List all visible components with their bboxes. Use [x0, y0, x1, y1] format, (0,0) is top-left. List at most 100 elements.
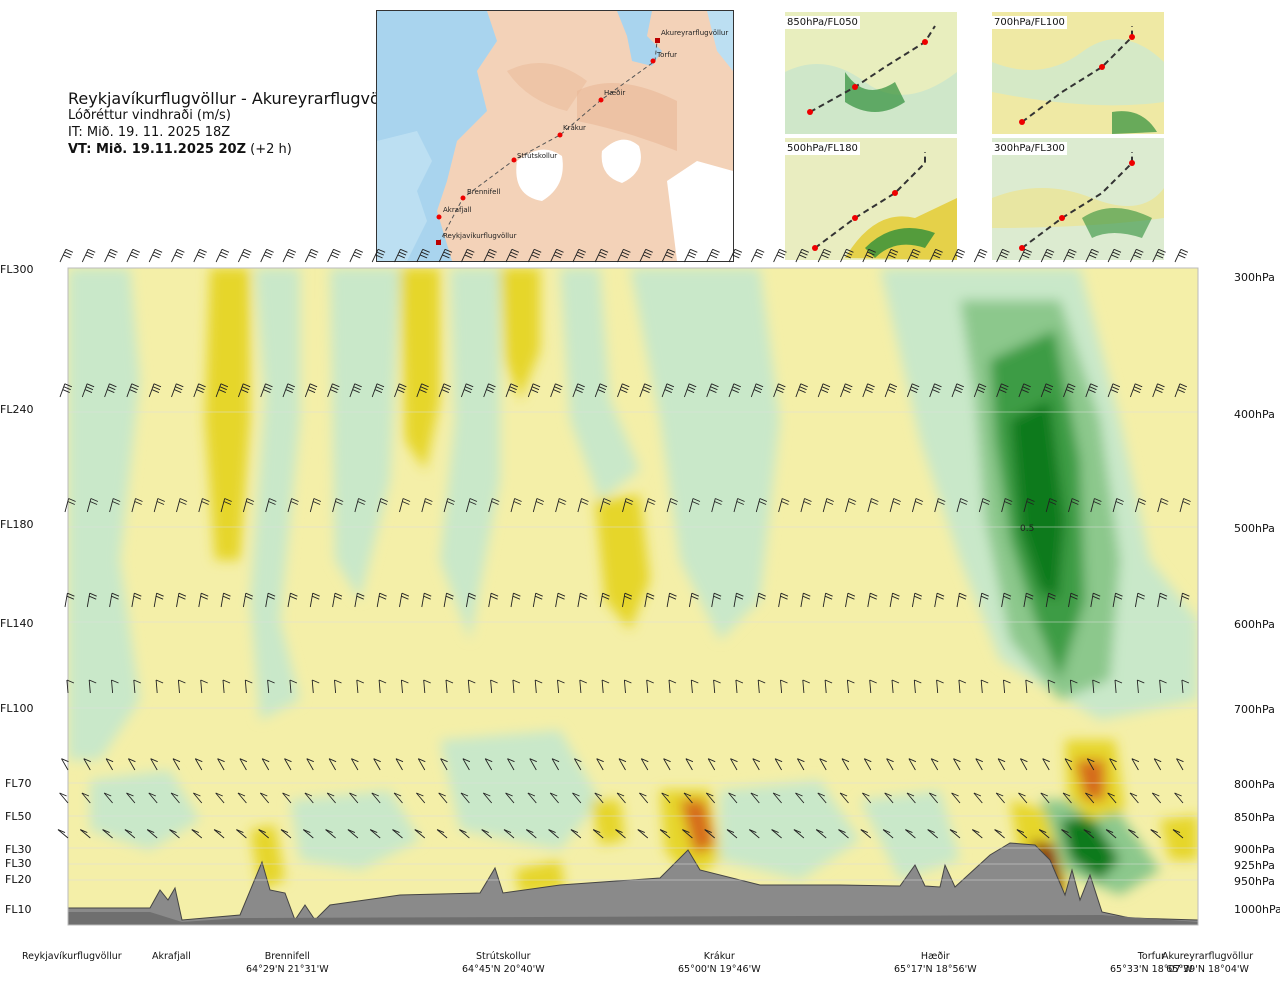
wind-barb	[973, 248, 988, 263]
wind-barb	[1129, 792, 1139, 804]
wind-barb	[356, 679, 364, 694]
wind-barb	[867, 498, 879, 513]
wind-barb	[105, 758, 114, 771]
map-label-reykjavik: Reykjavíkurflugvöllur	[443, 232, 517, 240]
thumbnail-300hpa[interactable]: 300hPa/FL300	[992, 138, 1164, 260]
wind-barb	[282, 383, 295, 398]
valid-time: VT: Mið. 19.11.2025 20Z (+2 h)	[68, 142, 292, 157]
wind-barb	[688, 498, 701, 513]
pressure-level-lines	[68, 411, 1198, 881]
wind-barb	[661, 248, 676, 263]
wind-barb	[304, 792, 314, 804]
wind-barb	[220, 592, 231, 608]
wind-barb	[373, 758, 381, 771]
wind-barb	[1152, 383, 1165, 398]
thumbnail-850hpa[interactable]: 850hPa/FL050	[785, 12, 957, 134]
wind-barb	[131, 498, 143, 513]
wind-barb	[778, 592, 789, 608]
wind-barb	[934, 498, 946, 513]
wind-barb	[817, 792, 827, 804]
wind-barb	[882, 829, 894, 839]
wind-barb	[287, 498, 299, 513]
wind-barb	[1129, 248, 1144, 263]
wind-barb	[1001, 498, 1013, 513]
wind-barb	[81, 383, 95, 398]
chart-header: Reykjavíkurflugvöllur - Akureyrarflugvöl…	[68, 90, 405, 158]
map-marker-strutskollur	[511, 157, 517, 163]
pressure-label: 850hPa	[1234, 811, 1275, 824]
wind-barb	[306, 758, 314, 771]
wind-barb	[349, 792, 359, 804]
wind-barb	[594, 248, 609, 263]
wind-barb	[421, 592, 432, 608]
wind-barb	[220, 498, 232, 513]
wind-barb	[490, 679, 498, 694]
wind-barb	[440, 758, 448, 771]
wind-barb	[884, 383, 898, 398]
wind-barb	[704, 829, 715, 839]
wind-barb	[913, 679, 922, 694]
wind-barb	[287, 592, 298, 608]
wind-barb	[148, 248, 163, 263]
wind-barb	[668, 679, 677, 694]
wind-barb	[599, 498, 611, 513]
wind-barb	[839, 792, 849, 804]
wind-barb	[423, 679, 431, 694]
wind-barb	[911, 592, 922, 608]
wind-barb	[908, 758, 917, 771]
wind-barb	[124, 829, 136, 839]
wind-barb	[1136, 679, 1145, 694]
wind-barb	[126, 792, 136, 804]
wind-barb	[507, 758, 515, 771]
wind-barb	[1083, 829, 1095, 839]
thumbnail-700hpa[interactable]: 700hPa/FL100	[992, 12, 1164, 134]
wind-barb	[104, 248, 118, 263]
wind-barb	[862, 248, 876, 263]
wind-barb	[592, 829, 604, 839]
wind-barb	[1038, 829, 1050, 839]
wind-barb	[1062, 792, 1072, 804]
wind-barb	[64, 592, 75, 608]
wind-barb	[1179, 592, 1190, 608]
wind-barb	[551, 758, 560, 771]
thumbnail-500hpa[interactable]: 500hPa/FL180	[785, 138, 957, 260]
wind-barb	[510, 498, 522, 513]
wind-barb	[170, 792, 180, 804]
wind-barb	[194, 758, 203, 771]
wind-barb	[1176, 758, 1184, 771]
wind-barb	[259, 792, 270, 804]
wind-barb	[436, 829, 448, 839]
wind-barb	[862, 792, 872, 804]
wind-barb	[637, 829, 649, 839]
wind-barb	[572, 792, 582, 804]
fl-label: FL140	[0, 617, 34, 630]
wind-barb	[1045, 498, 1057, 513]
station-label: Torfur 65°33'N 18°07'W	[1110, 951, 1193, 975]
wind-barb	[349, 248, 363, 263]
wind-barb	[1001, 592, 1012, 608]
wind-barb	[845, 498, 857, 513]
wind-barb	[549, 792, 559, 804]
wind-barb	[172, 758, 181, 771]
wind-barb	[146, 829, 158, 839]
wind-barb	[572, 383, 585, 398]
wind-barb	[978, 592, 989, 608]
wind-barb	[443, 592, 454, 608]
wind-barb	[88, 679, 97, 694]
wind-barb	[822, 498, 834, 513]
wind-barb	[733, 498, 745, 513]
wind-barb	[755, 592, 766, 608]
station-label: Akrafjall	[152, 951, 191, 962]
wind-barb	[483, 383, 496, 398]
wind-barb	[735, 679, 744, 694]
wind-barb	[975, 758, 983, 771]
wind-barb	[869, 679, 877, 694]
wind-barb	[579, 679, 587, 694]
wind-barb	[711, 592, 722, 608]
route-map: Akureyrarflugvöllur Torfur Hæðir Krákur …	[376, 10, 734, 262]
wind-barb	[193, 248, 207, 263]
wind-barb	[572, 248, 586, 263]
wind-barb	[304, 248, 319, 263]
wind-barb	[1068, 592, 1079, 608]
pressure-label: 600hPa	[1234, 618, 1275, 631]
